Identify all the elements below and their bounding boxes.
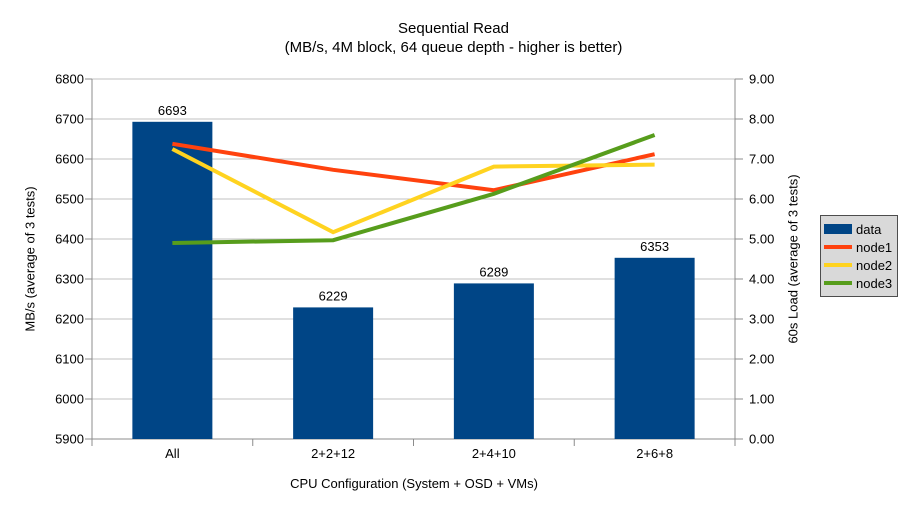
right-tick-label: 5.00	[749, 232, 774, 247]
line-node3	[172, 133, 656, 245]
chart-title: Sequential Read	[398, 20, 509, 37]
right-tick-label: 0.00	[749, 432, 774, 447]
right-tick-label: 7.00	[749, 152, 774, 167]
left-tick-label: 5900	[55, 432, 84, 447]
legend-label-node1: node1	[856, 239, 893, 255]
legend-item-node3: node3	[824, 274, 894, 292]
x-axis-title: CPU Configuration (System + OSD + VMs)	[290, 476, 538, 491]
bar-value-label: 6289	[479, 264, 508, 279]
bar-All	[132, 121, 213, 440]
right-tick-label: 2.00	[749, 352, 774, 367]
legend-swatch-node1	[824, 245, 852, 249]
y-axis-title-left: MB/s (average of 3 tests)	[22, 186, 38, 332]
bar-2+6+8	[614, 257, 695, 439]
legend-label-node2: node2	[856, 257, 893, 273]
x-category-label: 2+4+10	[472, 446, 516, 461]
left-tick-label: 6200	[55, 312, 84, 327]
legend-label-node3: node3	[856, 275, 893, 291]
x-category-label: All	[165, 446, 180, 461]
left-tick-label: 6100	[55, 352, 84, 367]
right-tick-label: 4.00	[749, 272, 774, 287]
bar-value-label: 6229	[319, 288, 348, 303]
x-category-label: 2+2+12	[311, 446, 355, 461]
left-tick-label: 6000	[55, 392, 84, 407]
right-tick-label: 8.00	[749, 112, 774, 127]
legend: data node1 node2 node3	[820, 215, 898, 297]
legend-item-data: data	[824, 220, 894, 238]
y-axis-title-right: 60s Load (average of 3 tests)	[785, 174, 801, 344]
title-block: Sequential Read (MB/s, 4M block, 64 queu…	[0, 19, 907, 57]
left-tick-label: 6700	[55, 112, 84, 127]
legend-swatch-data	[824, 224, 852, 234]
legend-label-data: data	[856, 221, 882, 237]
legend-swatch-node2	[824, 263, 852, 267]
chart-subtitle: (MB/s, 4M block, 64 queue depth - higher…	[284, 39, 623, 56]
left-tick-label: 6600	[55, 152, 84, 167]
right-tick-label: 3.00	[749, 312, 774, 327]
left-tick-label: 6300	[55, 272, 84, 287]
x-category-label: 2+6+8	[636, 446, 673, 461]
bar-2+2+12	[293, 307, 374, 439]
bar-value-label: 6693	[158, 103, 187, 118]
bar-2+4+10	[453, 283, 534, 439]
right-tick-label: 6.00	[749, 192, 774, 207]
left-tick-label: 6800	[55, 72, 84, 87]
legend-swatch-node3	[824, 281, 852, 285]
right-tick-label: 9.00	[749, 72, 774, 87]
left-tick-label: 6500	[55, 192, 84, 207]
line-node1	[172, 141, 656, 193]
legend-item-node1: node1	[824, 238, 894, 256]
right-tick-label: 1.00	[749, 392, 774, 407]
left-tick-label: 6400	[55, 232, 84, 247]
bar-value-label: 6353	[640, 239, 669, 254]
legend-item-node2: node2	[824, 256, 894, 274]
